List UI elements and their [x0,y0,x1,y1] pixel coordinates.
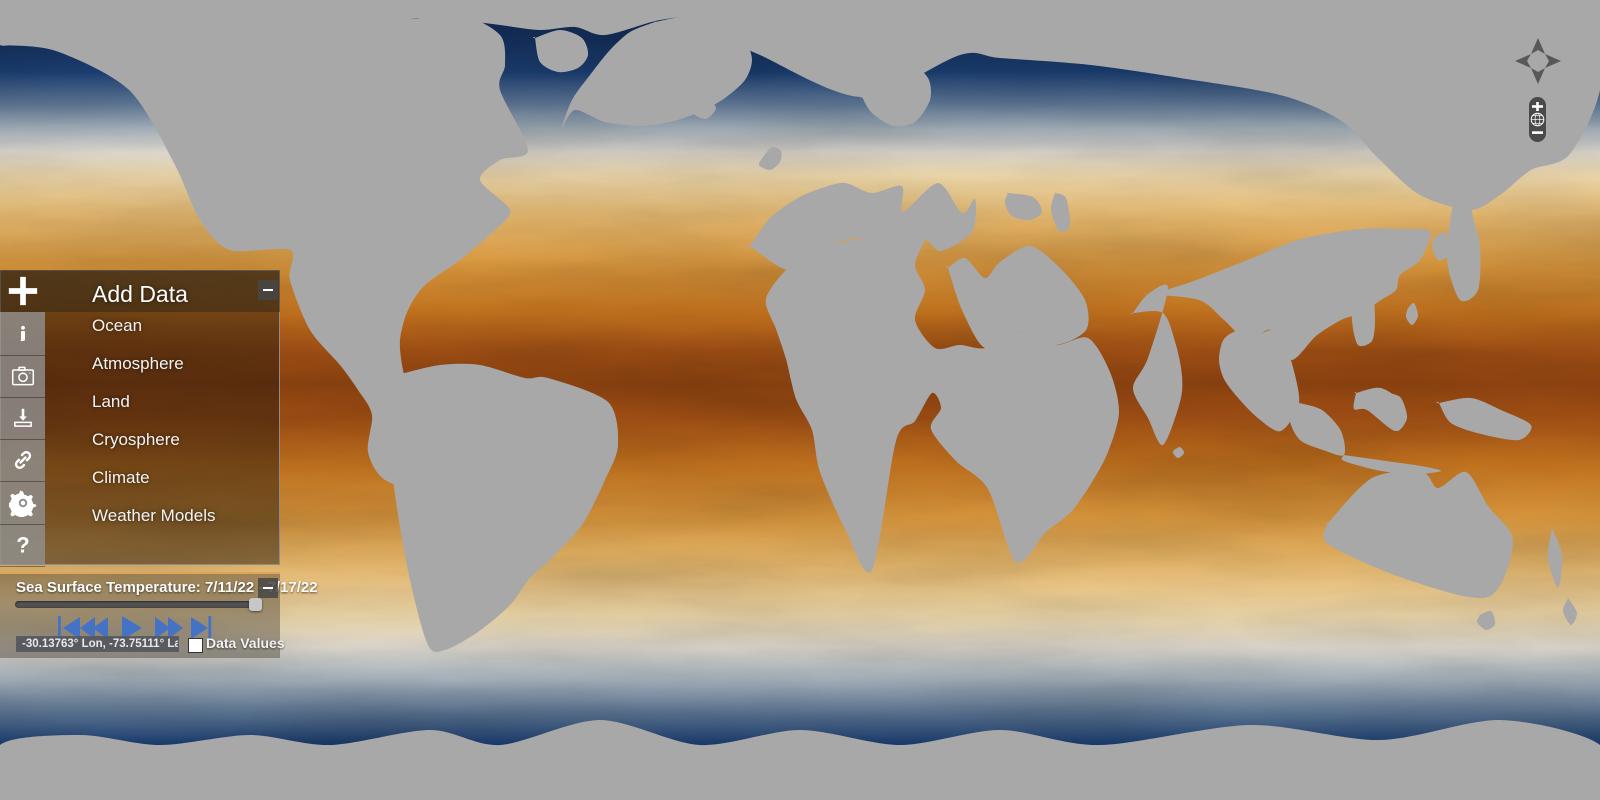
svg-text:?: ? [16,533,29,557]
